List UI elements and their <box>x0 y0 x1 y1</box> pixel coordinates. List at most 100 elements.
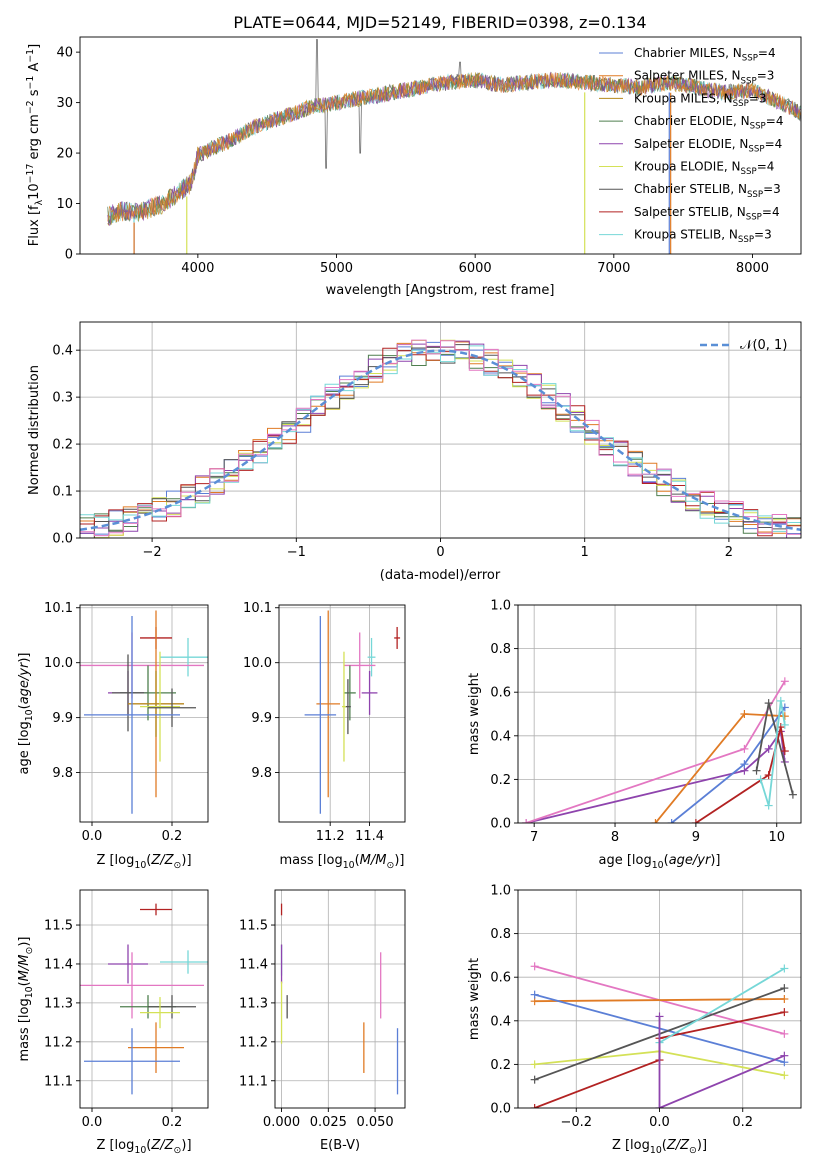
x-tick-label: 2 <box>725 545 733 560</box>
x-axis-label: (data-model)/error <box>380 568 501 583</box>
x-axis-label: Z [log10(Z/Z⊙)] <box>96 1138 191 1156</box>
x-tick-label: 0.0 <box>82 829 103 844</box>
y-tick-label: 1.0 <box>490 884 511 899</box>
x-tick-label: 0 <box>436 545 444 560</box>
x-tick-label: 0.2 <box>162 829 183 844</box>
y-tick-label: 40 <box>56 46 73 61</box>
x-tick-label: 7000 <box>597 261 630 276</box>
x-tick-label: 0.025 <box>310 1115 347 1130</box>
mass-vs-EBV-panel: 0.000 0.025 0.050 11.1 11.2 11.3 11.4 11.5 E(B-V… <box>239 889 406 1153</box>
y-tick-label: 10.0 <box>243 656 272 671</box>
y-tick-label: 10.1 <box>44 601 73 616</box>
y-tick-label: 11.2 <box>44 1035 73 1050</box>
y-tick-label: 10.0 <box>44 656 73 671</box>
legend-label: Chabrier STELIB, NSSP=3 <box>634 182 781 200</box>
y-axis-label: mass weight <box>467 958 482 1040</box>
y-tick-label: 9.8 <box>52 766 73 781</box>
y-tick-label: 11.1 <box>44 1074 73 1089</box>
age-vs-Z-frame <box>79 604 209 823</box>
y-axis-label: Flux [fλ10−17 erg cm−2 s−1 A−1] <box>25 44 45 246</box>
weight-series-line <box>658 1016 785 1108</box>
x-tick-label: 0.0 <box>82 1115 103 1130</box>
weight-vs-age-plot-area <box>522 677 797 823</box>
age-vs-Z-panel: 0.0 0.2 9.8 9.9 10.0 10.1 age [log10(age/yr)] Z… <box>17 601 209 871</box>
normal-curve <box>80 349 801 532</box>
weight-series-line <box>525 680 786 823</box>
y-tick-label: 9.9 <box>52 711 73 726</box>
weight-series-line <box>534 998 785 1003</box>
y-tick-label: 0.6 <box>490 686 511 701</box>
y-tick-label: 0.0 <box>52 532 73 547</box>
y-axis-label: Normed distribution <box>27 365 42 495</box>
residual-plot-area <box>80 339 801 538</box>
y-tick-label: 11.2 <box>239 1035 268 1050</box>
y-tick-label: 0.2 <box>52 438 73 453</box>
legend-label: Kroupa MILES, NSSP=3 <box>634 91 767 109</box>
x-tick-label: 7 <box>530 830 538 845</box>
x-tick-label: 11.2 <box>316 829 345 844</box>
y-tick-label: 9.9 <box>251 711 272 726</box>
y-tick-label: 0.4 <box>490 729 511 744</box>
y-tick-label: 0.3 <box>52 391 73 406</box>
legend-label: Chabrier ELODIE, NSSP=4 <box>634 114 783 132</box>
weight-vs-age-frame <box>517 604 802 824</box>
y-tick-label: 0.0 <box>490 817 511 832</box>
y-tick-label: 0.6 <box>490 971 511 986</box>
x-tick-label: 4000 <box>181 261 214 276</box>
weight-vs-Z-plot-area <box>530 962 789 1108</box>
age-vs-Z-plot-area <box>80 610 208 814</box>
x-tick-label: −0.2 <box>560 1115 592 1130</box>
x-tick-label: 10 <box>768 830 785 845</box>
y-tick-label: 11.3 <box>44 996 73 1011</box>
x-tick-label: 1 <box>581 545 589 560</box>
x-tick-label: 0.2 <box>162 1115 183 1130</box>
x-axis-label: mass [log10(M/M⊙)] <box>280 853 405 871</box>
y-tick-label: 0.2 <box>490 773 511 788</box>
y-tick-label: 0.1 <box>52 485 73 500</box>
spectrum-plot-area <box>107 39 801 254</box>
y-tick-label: 11.3 <box>239 996 268 1011</box>
y-tick-label: 9.8 <box>251 766 272 781</box>
y-tick-label: 1.0 <box>490 599 511 614</box>
y-tick-label: 30 <box>56 96 73 111</box>
y-tick-label: 11.5 <box>44 919 73 934</box>
mass-vs-EBV-plot-area <box>280 903 399 1095</box>
y-tick-label: 11.4 <box>44 957 73 972</box>
weight-series-line <box>659 967 785 1044</box>
x-tick-label: 5000 <box>320 261 353 276</box>
x-axis-label: age [log10(age/yr)] <box>598 853 720 871</box>
y-tick-label: 11.1 <box>239 1074 268 1089</box>
y-tick-label: 0.8 <box>490 642 511 657</box>
y-tick-label: 11.5 <box>239 919 268 934</box>
x-tick-label: 8 <box>611 830 619 845</box>
y-tick-label: 20 <box>56 147 73 162</box>
x-tick-label: −2 <box>143 545 162 560</box>
legend-label: Chabrier MILES, NSSP=4 <box>634 46 776 64</box>
x-axis-label: Z [log10(Z/Z⊙)] <box>612 1138 707 1156</box>
legend-label: Salpeter ELODIE, NSSP=4 <box>634 137 782 155</box>
x-tick-label: 0.0 <box>649 1115 670 1130</box>
x-axis-label: wavelength [Angstrom, rest frame] <box>326 283 555 298</box>
age-vs-mass-frame <box>278 604 406 823</box>
figure-title: PLATE=0644, MJD=52149, FIBERID=0398, z=0… <box>233 13 646 32</box>
weight-vs-age-panel: 7 8 9 10 0.0 0.2 0.4 0.6 0.8 1.0 mass weight age [l… <box>467 599 802 871</box>
legend-label: Salpeter STELIB, NSSP=4 <box>634 205 780 223</box>
y-axis-label: mass weight <box>467 673 482 755</box>
mass-vs-Z-plot-area <box>80 903 208 1095</box>
x-tick-label: 11.4 <box>355 829 384 844</box>
y-axis-label: age [log10(age/yr)] <box>17 652 35 774</box>
y-tick-label: 10 <box>56 197 73 212</box>
y-tick-label: 0.8 <box>490 927 511 942</box>
legend-label: Salpeter MILES, NSSP=3 <box>634 69 774 87</box>
mass-vs-Z-panel: 0.0 0.2 11.1 11.2 11.3 11.4 11.5 mass [log10(M/… <box>17 889 209 1156</box>
y-tick-label: 11.4 <box>239 957 268 972</box>
histogram-step <box>80 339 801 537</box>
x-tick-label: 6000 <box>459 261 492 276</box>
y-tick-label: 0 <box>65 248 73 263</box>
x-axis-label: E(B-V) <box>320 1138 360 1153</box>
legend-label: Kroupa STELIB, NSSP=3 <box>634 228 772 246</box>
y-tick-label: 0.0 <box>490 1102 511 1117</box>
y-axis-label: mass [log10(M/M⊙)] <box>17 937 35 1062</box>
legend-label: 𝒩(0, 1) <box>740 338 787 353</box>
